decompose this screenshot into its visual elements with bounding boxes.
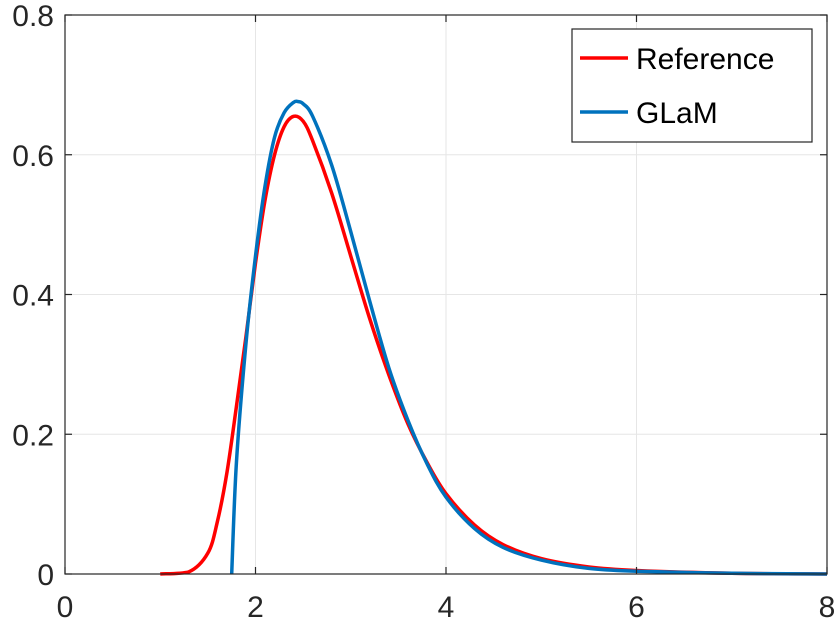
legend: Reference GLaM [571,28,813,143]
x-tick-label: 4 [438,591,455,623]
series-line-glam [229,99,828,576]
legend-box [571,28,813,143]
y-tick-label: 0.2 [12,419,54,452]
legend-label: GLaM [636,97,718,130]
x-tick-label: 8 [819,591,836,623]
x-tick-label: 2 [247,591,264,623]
y-tick-label: 0.6 [12,140,54,173]
y-tick-label: 0 [37,559,54,592]
x-tick-label: 0 [57,591,74,623]
y-tick-labels: 0 0.2 0.4 0.6 0.8 [12,0,54,592]
tick-marks [64,14,828,575]
y-tick-label: 0.4 [12,280,54,313]
y-tick-label: 0.8 [12,0,54,33]
legend-label: Reference [636,43,774,76]
series-lines [160,99,828,576]
x-tick-labels: 0 2 4 6 8 [57,591,836,623]
x-tick-label: 6 [628,591,645,623]
